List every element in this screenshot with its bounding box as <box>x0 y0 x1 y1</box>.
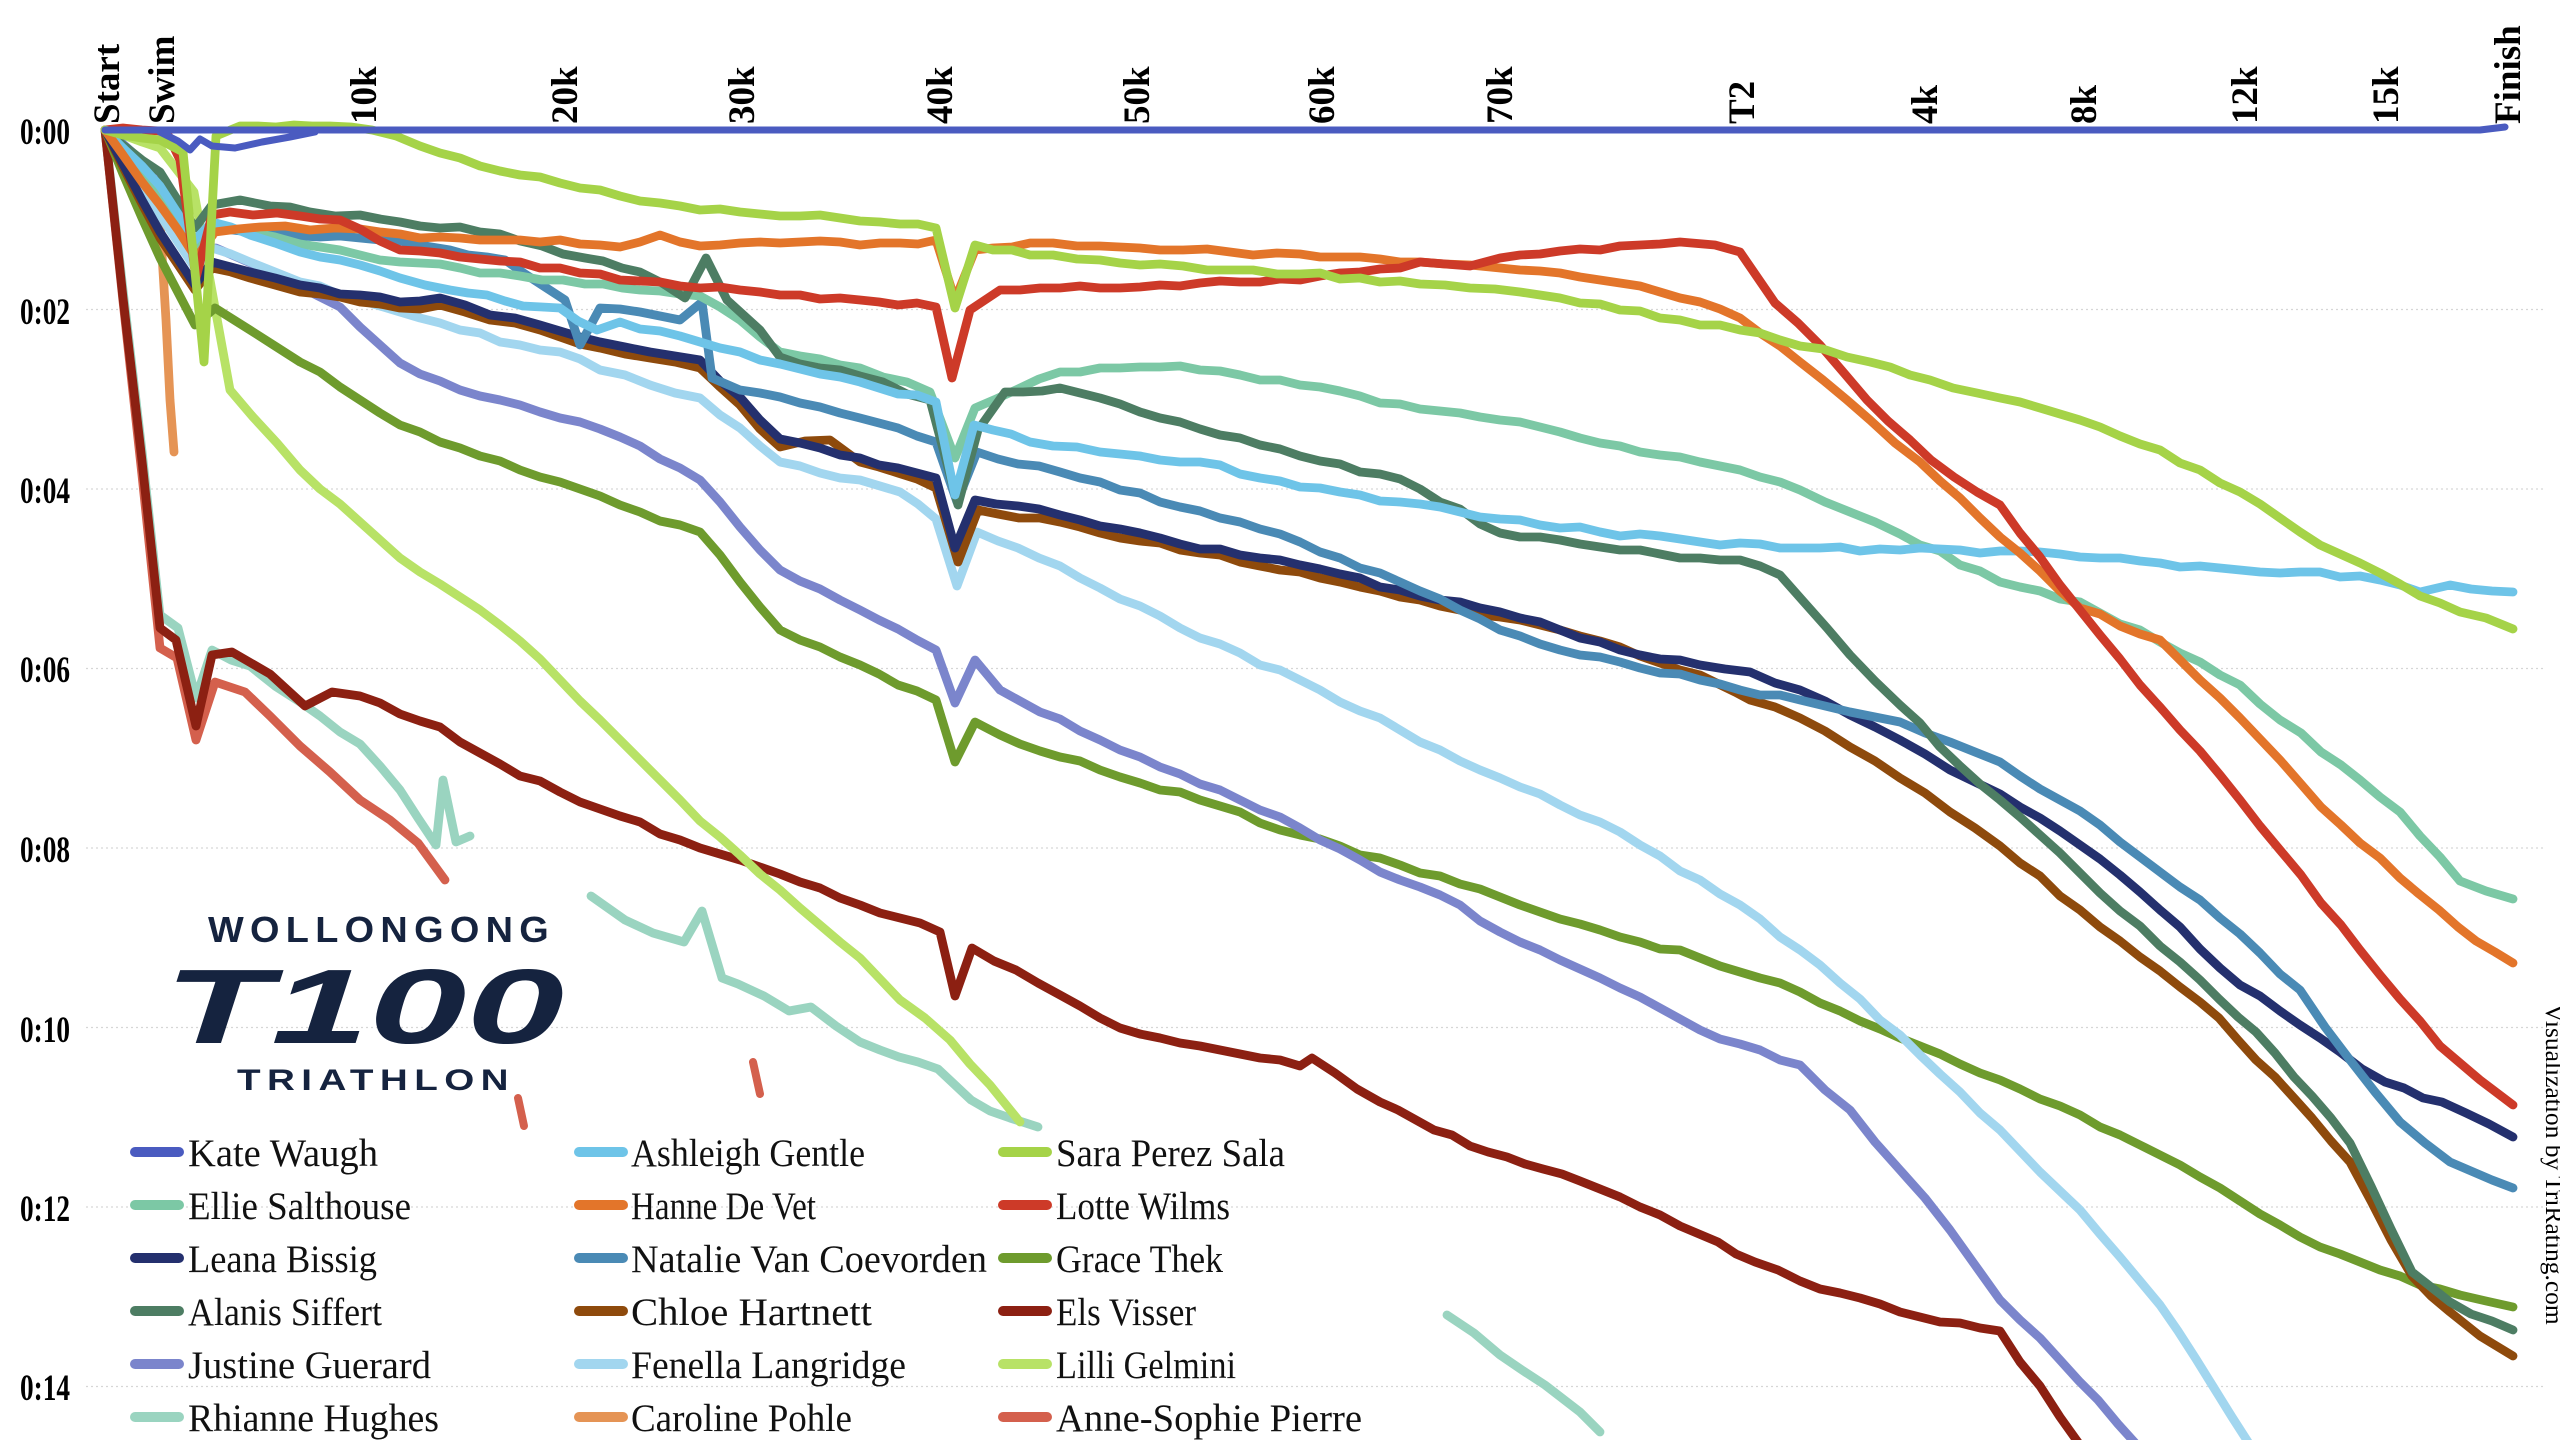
svg-text:70k: 70k <box>1480 66 1521 124</box>
svg-text:8k: 8k <box>2064 85 2105 125</box>
svg-text:0:14: 0:14 <box>20 1368 70 1409</box>
svg-text:Visualization by TriRating.com: Visualization by TriRating.com <box>2540 1004 2560 1325</box>
svg-text:30k: 30k <box>722 66 763 124</box>
svg-text:Ellie Salthouse: Ellie Salthouse <box>188 1184 411 1228</box>
svg-text:Justine Guerard: Justine Guerard <box>188 1343 431 1387</box>
svg-text:Anne-Sophie Pierre: Anne-Sophie Pierre <box>1056 1396 1362 1440</box>
svg-text:Swim: Swim <box>142 35 183 124</box>
svg-text:Alanis Siffert: Alanis Siffert <box>188 1290 382 1334</box>
svg-text:0:00: 0:00 <box>20 112 70 153</box>
svg-text:Caroline Pohle: Caroline Pohle <box>631 1396 852 1440</box>
svg-text:10k: 10k <box>344 66 385 124</box>
svg-text:0:10: 0:10 <box>20 1010 70 1051</box>
svg-text:60k: 60k <box>1302 66 1343 124</box>
svg-text:Leana Bissig: Leana Bissig <box>188 1237 377 1281</box>
svg-text:4k: 4k <box>1905 85 1946 125</box>
svg-text:Chloe Hartnett: Chloe Hartnett <box>631 1290 872 1334</box>
svg-text:0:12: 0:12 <box>20 1189 70 1230</box>
svg-text:Els Visser: Els Visser <box>1056 1290 1196 1334</box>
svg-text:Kate Waugh: Kate Waugh <box>188 1131 378 1175</box>
svg-text:Rhianne Hughes: Rhianne Hughes <box>188 1396 439 1440</box>
svg-text:0:06: 0:06 <box>20 650 70 691</box>
svg-text:Hanne De Vet: Hanne De Vet <box>631 1184 816 1228</box>
svg-text:12k: 12k <box>2225 66 2266 124</box>
svg-text:T100: T100 <box>164 948 564 1066</box>
svg-text:Natalie Van Coevorden: Natalie Van Coevorden <box>631 1237 987 1281</box>
svg-text:20k: 20k <box>545 66 586 124</box>
svg-text:Lilli Gelmini: Lilli Gelmini <box>1056 1343 1236 1387</box>
svg-text:Grace Thek: Grace Thek <box>1056 1237 1223 1281</box>
svg-text:Sara Perez Sala: Sara Perez Sala <box>1056 1131 1285 1175</box>
svg-text:15k: 15k <box>2366 66 2407 124</box>
svg-text:0:04: 0:04 <box>20 471 70 512</box>
svg-text:0:08: 0:08 <box>20 830 70 871</box>
svg-text:Start: Start <box>87 43 128 124</box>
svg-text:Fenella Langridge: Fenella Langridge <box>631 1343 906 1387</box>
svg-text:40k: 40k <box>920 66 961 124</box>
svg-text:Ashleigh Gentle: Ashleigh Gentle <box>631 1131 865 1175</box>
svg-text:TRIATHLON: TRIATHLON <box>237 1064 515 1097</box>
svg-text:T2: T2 <box>1722 81 1763 124</box>
svg-text:Finish: Finish <box>2488 25 2529 124</box>
svg-text:0:02: 0:02 <box>20 292 70 333</box>
svg-text:WOLLONGONG: WOLLONGONG <box>208 909 555 950</box>
svg-text:50k: 50k <box>1117 66 1158 124</box>
svg-text:Lotte Wilms: Lotte Wilms <box>1056 1184 1230 1228</box>
